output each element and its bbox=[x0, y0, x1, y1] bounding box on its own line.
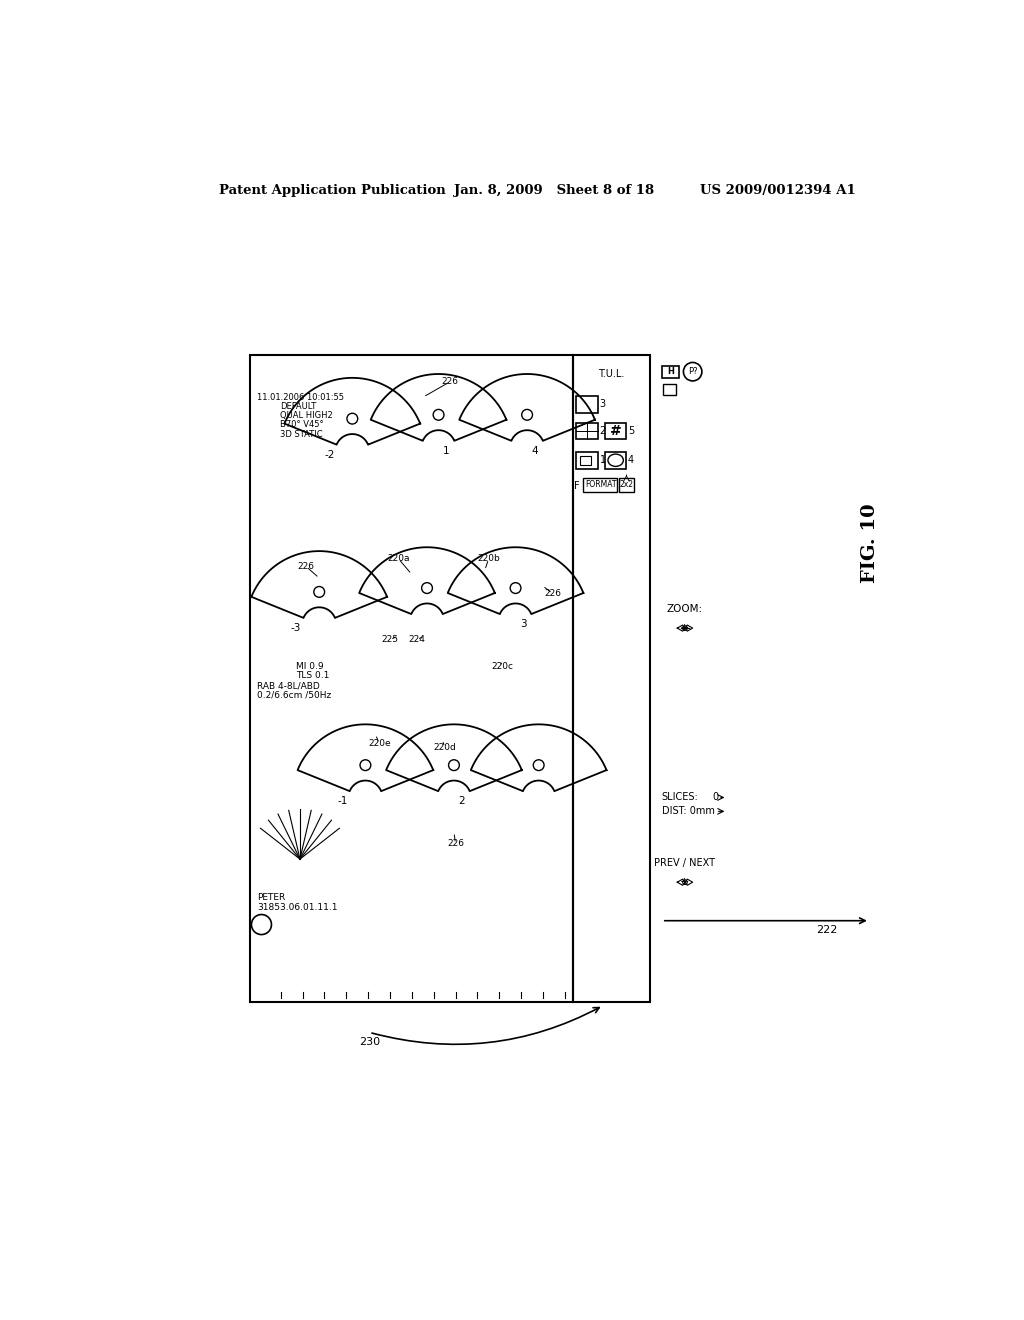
Text: -3: -3 bbox=[291, 623, 301, 634]
Text: 225: 225 bbox=[382, 635, 398, 644]
Text: 1: 1 bbox=[599, 455, 605, 465]
Text: FORMAT: FORMAT bbox=[585, 480, 616, 490]
Text: -2: -2 bbox=[324, 450, 335, 459]
Text: 226: 226 bbox=[447, 840, 464, 849]
Text: PREV / NEXT: PREV / NEXT bbox=[654, 858, 716, 869]
Bar bbox=[605, 422, 627, 440]
Text: TLS 0.1: TLS 0.1 bbox=[296, 672, 330, 680]
Bar bbox=[577, 422, 598, 440]
Bar bbox=[250, 355, 572, 1002]
Text: MI 0.9: MI 0.9 bbox=[296, 663, 324, 671]
Text: +: + bbox=[680, 623, 689, 634]
Text: 5: 5 bbox=[628, 426, 634, 436]
Text: FIG. 10: FIG. 10 bbox=[861, 504, 879, 583]
Text: 226: 226 bbox=[298, 562, 314, 572]
Text: Patent Application Publication: Patent Application Publication bbox=[219, 185, 445, 197]
Bar bbox=[577, 451, 598, 469]
Text: B70° V45°: B70° V45° bbox=[280, 420, 324, 429]
Text: 4: 4 bbox=[628, 455, 634, 465]
Bar bbox=[572, 355, 650, 1002]
Text: RAB 4-8L/ABD: RAB 4-8L/ABD bbox=[257, 681, 319, 690]
Text: F: F bbox=[574, 480, 580, 491]
Text: 4: 4 bbox=[531, 446, 539, 455]
Bar bbox=[618, 478, 634, 492]
Text: 31853.06.01.11.1: 31853.06.01.11.1 bbox=[257, 903, 337, 912]
Text: -1: -1 bbox=[337, 796, 347, 807]
Text: DIST: 0mm: DIST: 0mm bbox=[662, 807, 715, 816]
Text: QUAL HIGH2: QUAL HIGH2 bbox=[280, 411, 333, 420]
Text: 1: 1 bbox=[443, 446, 450, 455]
Text: PETER: PETER bbox=[257, 894, 285, 902]
Text: US 2009/0012394 A1: US 2009/0012394 A1 bbox=[700, 185, 856, 197]
Text: 226: 226 bbox=[544, 589, 561, 598]
Text: 3: 3 bbox=[520, 619, 526, 630]
Text: #: # bbox=[609, 424, 622, 438]
Text: DEFAULT: DEFAULT bbox=[280, 401, 316, 411]
Text: 220d: 220d bbox=[433, 743, 456, 752]
Bar bbox=[664, 384, 676, 395]
Text: 230: 230 bbox=[358, 1038, 380, 1047]
Text: 224: 224 bbox=[409, 635, 425, 644]
Text: ZOOM:: ZOOM: bbox=[667, 603, 703, 614]
Text: 0: 0 bbox=[712, 792, 718, 803]
Text: 220c: 220c bbox=[492, 663, 513, 671]
Text: T.U.L.: T.U.L. bbox=[598, 370, 625, 379]
Bar bbox=[605, 451, 627, 469]
Text: 220e: 220e bbox=[368, 739, 390, 748]
Text: H: H bbox=[667, 367, 674, 376]
Text: 220b: 220b bbox=[477, 554, 500, 564]
Text: 226: 226 bbox=[441, 378, 459, 387]
Bar bbox=[583, 478, 617, 492]
Text: 2x2: 2x2 bbox=[620, 480, 634, 490]
Text: 11.01.2006 10:01:55: 11.01.2006 10:01:55 bbox=[257, 392, 344, 401]
Bar bbox=[577, 396, 598, 412]
Text: 0.2/6.6cm /50Hz: 0.2/6.6cm /50Hz bbox=[257, 690, 331, 700]
Text: Jan. 8, 2009   Sheet 8 of 18: Jan. 8, 2009 Sheet 8 of 18 bbox=[454, 185, 654, 197]
Text: 3: 3 bbox=[599, 399, 605, 409]
Bar bbox=[581, 455, 591, 465]
Bar bbox=[662, 366, 679, 378]
Text: 220a: 220a bbox=[387, 554, 410, 564]
Text: P?: P? bbox=[688, 367, 697, 376]
Text: 2: 2 bbox=[599, 426, 606, 436]
Text: 3D STATIC: 3D STATIC bbox=[280, 429, 323, 438]
Text: 2: 2 bbox=[459, 796, 465, 807]
Text: SLICES:: SLICES: bbox=[662, 792, 698, 803]
Text: 222: 222 bbox=[816, 925, 838, 935]
Text: +: + bbox=[680, 878, 689, 887]
